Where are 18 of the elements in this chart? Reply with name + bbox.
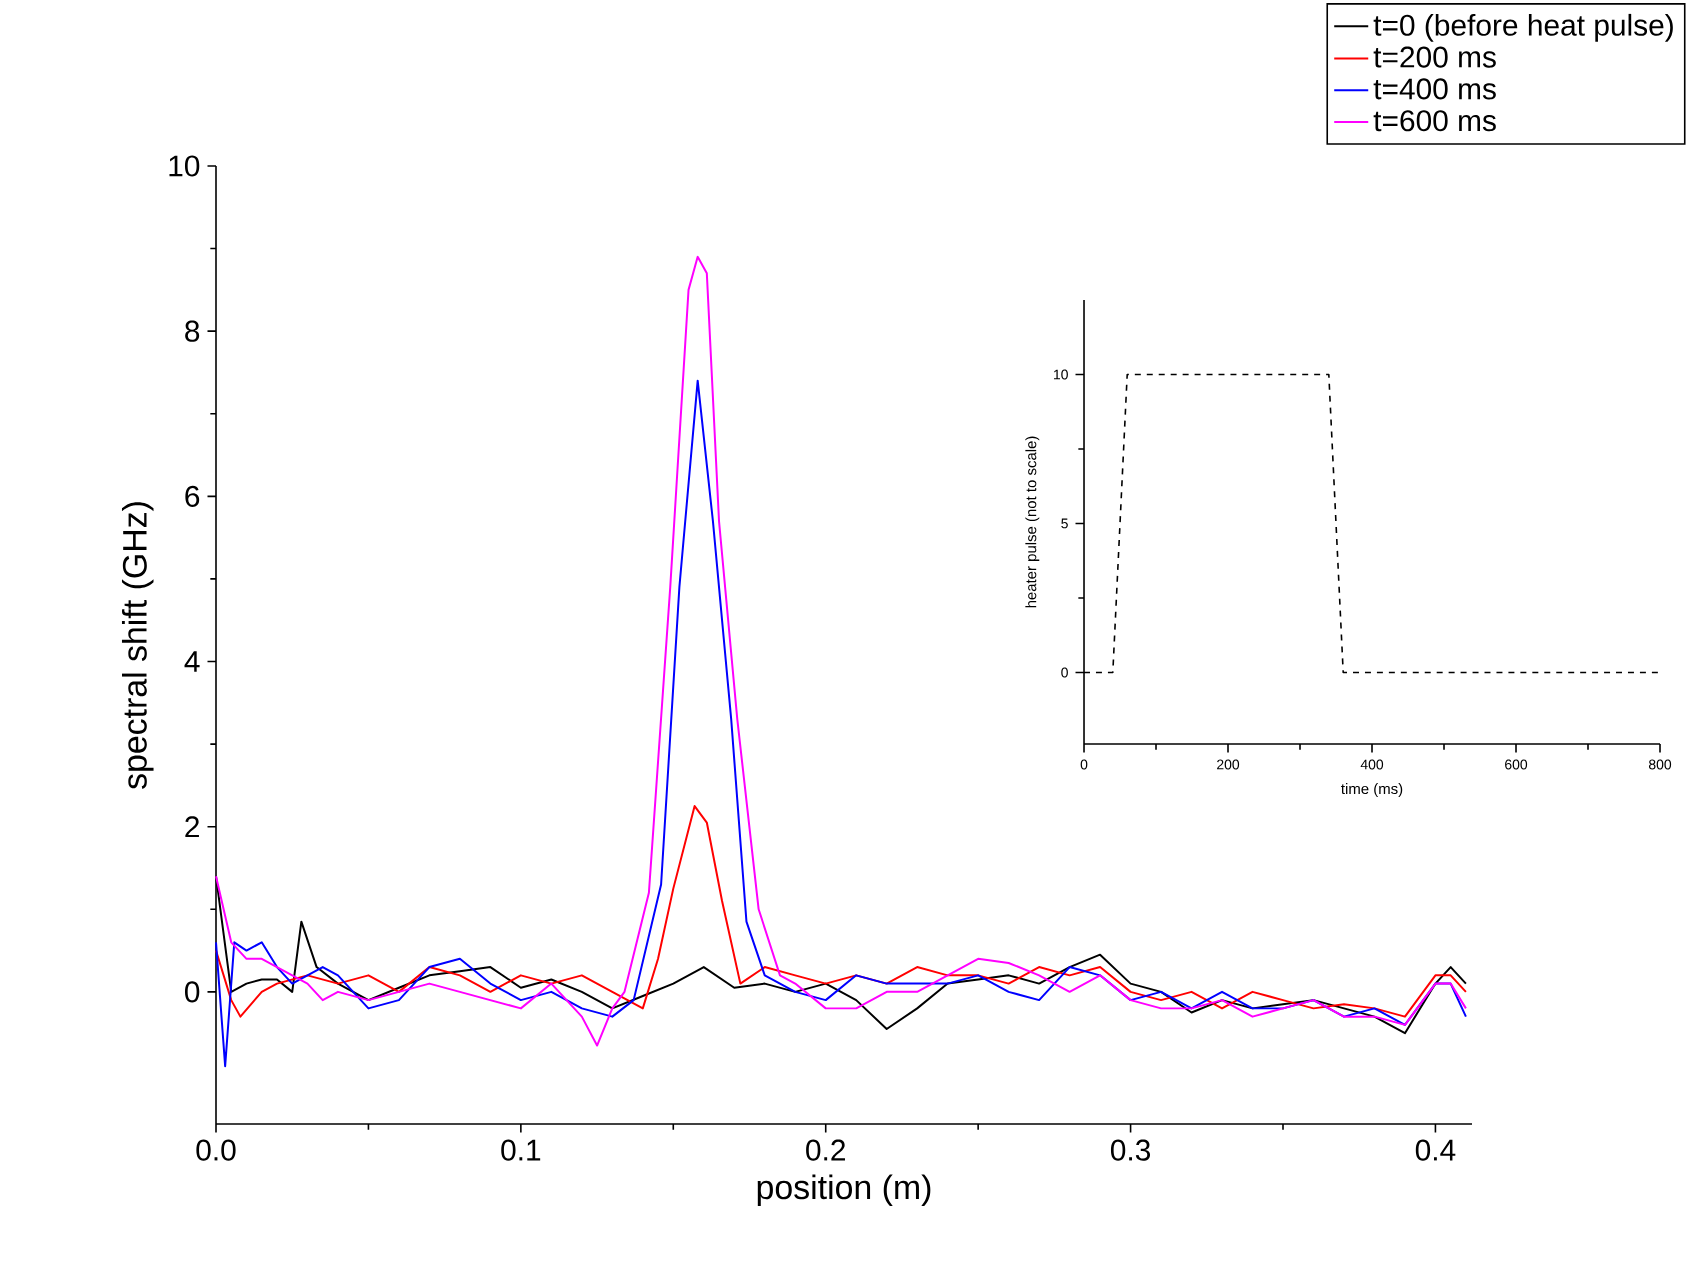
x-tick-label: 0.0: [196, 1139, 236, 1161]
line-series: [215, 805, 1467, 1018]
y-tick-label: 2: [185, 816, 199, 838]
legend-label: t=200 ms: [1373, 46, 1496, 68]
y-axis-title: spectral shift (GHz): [121, 502, 154, 789]
y-tick-label: 10: [169, 155, 200, 177]
x-tick-label: 0.1: [501, 1139, 541, 1161]
x-tick-label: 0.3: [1110, 1139, 1151, 1161]
y-tick-label: 8: [185, 320, 200, 342]
legend-label: t=400 ms: [1373, 78, 1496, 100]
y-tick-label: 0: [184, 981, 200, 1003]
x-tick-label: 0.4: [1415, 1139, 1456, 1161]
x-axis-title: position (m): [757, 1174, 931, 1206]
x-tick-label: 0.2: [806, 1139, 845, 1161]
legend-label: t=600 ms: [1373, 110, 1496, 132]
y-tick-label: 4: [184, 651, 200, 672]
y-tick-label: 6: [185, 485, 200, 507]
legend-label: t=0 (before heat pulse): [1373, 13, 1673, 42]
